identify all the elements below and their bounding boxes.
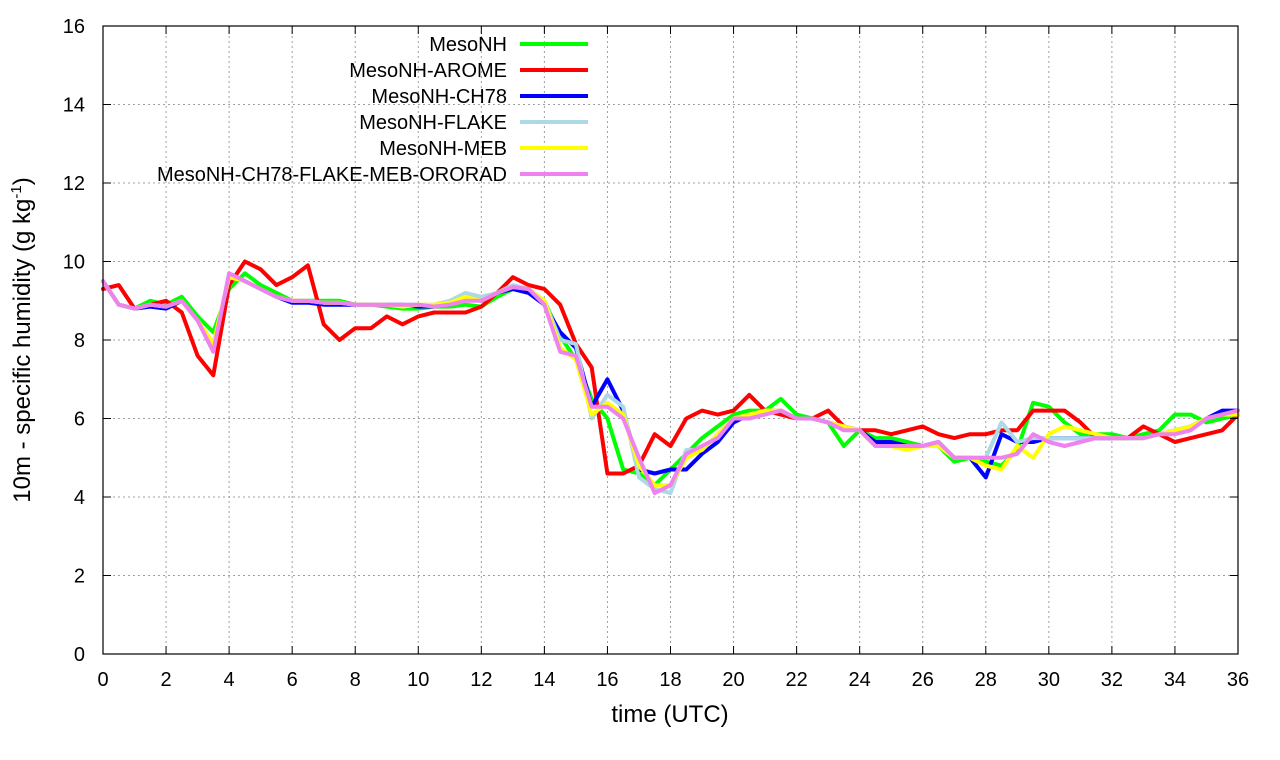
legend: MesoNH MesoNH-AROME MesoNH-CH78 MesoNH-FLAK… — [157, 34, 588, 186]
x-tick-label: 30 — [1038, 669, 1060, 691]
y-tick-label: 4 — [74, 487, 85, 509]
series-line-2 — [101, 259, 1240, 476]
y-axis-label-suffix: ) — [9, 177, 36, 185]
grid — [103, 26, 1238, 654]
x-tick-label: 36 — [1227, 669, 1249, 691]
x-tick-label: 24 — [849, 669, 871, 691]
y-tick-label: 8 — [74, 330, 85, 352]
y-axis-label-text: 10m - specific humidity (g kg — [9, 199, 36, 503]
y-tick-label: 16 — [63, 16, 85, 38]
legend-label: MesoNH-MEB — [379, 138, 507, 160]
legend-label: MesoNH-FLAKE — [359, 112, 507, 134]
y-tick-label: 14 — [63, 95, 85, 117]
x-tick-label: 20 — [722, 669, 744, 691]
y-axis-label: 10m - specific humidity (g kg-1) — [8, 177, 36, 502]
x-tick-label: 16 — [596, 669, 618, 691]
y-tick-label: 12 — [63, 173, 85, 195]
x-tick-label: 4 — [224, 669, 235, 691]
x-tick-label: 26 — [912, 669, 934, 691]
series-lines — [101, 259, 1240, 496]
x-tick-label: 14 — [533, 669, 555, 691]
x-tick-label: 32 — [1101, 669, 1123, 691]
x-tick-label: 2 — [160, 669, 171, 691]
x-axis-label: time (UTC) — [611, 701, 728, 728]
axis-ticks: 0 2 4 6 8 10 12 14 16 18 20 22 24 26 28 30 32 34 360246810… — [63, 16, 1249, 691]
x-tick-label: 10 — [407, 669, 429, 691]
legend-label: MesoNH-CH78 — [371, 86, 507, 108]
x-tick-label: 28 — [975, 669, 997, 691]
y-tick-label: 2 — [74, 566, 85, 588]
legend-label: MesoNH-AROME — [349, 60, 507, 82]
x-tick-label: 34 — [1164, 669, 1186, 691]
x-tick-label: 18 — [659, 669, 681, 691]
series-line-4 — [101, 275, 1240, 496]
x-tick-label: 6 — [287, 669, 298, 691]
legend-label: MesoNH — [429, 34, 507, 56]
y-axis-label-sup: -1 — [8, 185, 25, 198]
x-tick-label: 0 — [97, 669, 108, 691]
legend-label: MesoNH-CH78-FLAKE-MEB-ORORAD — [157, 164, 507, 186]
x-tick-label: 12 — [470, 669, 492, 691]
y-tick-label: 6 — [74, 409, 85, 431]
series-line-6 — [101, 271, 1240, 496]
y-tick-label: 10 — [63, 252, 85, 274]
x-tick-label: 22 — [785, 669, 807, 691]
y-tick-label: 0 — [74, 644, 85, 666]
series-line-1 — [101, 271, 1240, 488]
x-tick-label: 8 — [350, 669, 361, 691]
